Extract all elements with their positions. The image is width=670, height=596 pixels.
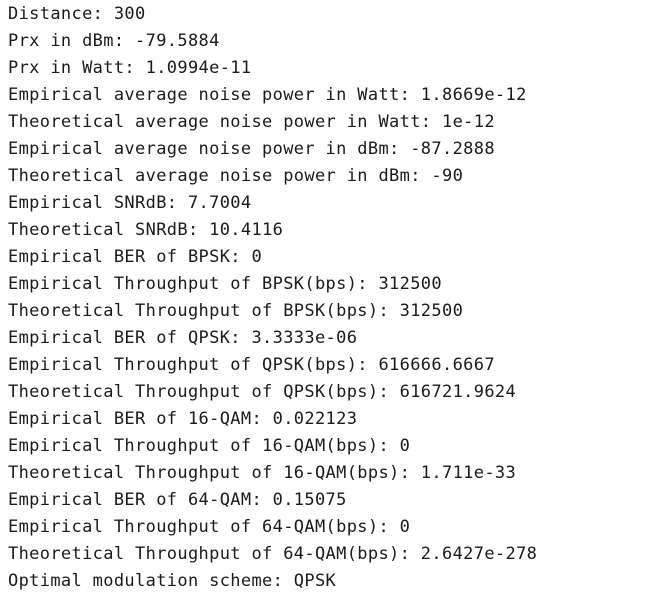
output-line-empirical-noise-dbm: Empirical average noise power in dBm: -8…	[8, 139, 495, 159]
output-line-empirical-throughput-qpsk: Empirical Throughput of QPSK(bps): 61666…	[8, 355, 495, 375]
output-line-theoretical-throughput-64qam: Theoretical Throughput of 64-QAM(bps): 2…	[8, 544, 538, 564]
output-line-theoretical-noise-dbm: Theoretical average noise power in dBm: …	[8, 166, 464, 186]
output-line-empirical-throughput-64qam: Empirical Throughput of 64-QAM(bps): 0	[8, 517, 411, 537]
output-line-prx-watt: Prx in Watt: 1.0994e-11	[8, 58, 252, 78]
output-line-ber-qpsk: Empirical BER of QPSK: 3.3333e-06	[8, 328, 358, 348]
output-line-ber-bpsk: Empirical BER of BPSK: 0	[8, 247, 263, 267]
output-line-empirical-snrdb: Empirical SNRdB: 7.7004	[8, 193, 252, 213]
output-line-ber-16qam: Empirical BER of 16-QAM: 0.022123	[8, 409, 358, 429]
output-line-empirical-throughput-16qam: Empirical Throughput of 16-QAM(bps): 0	[8, 436, 411, 456]
output-line-distance: Distance: 300	[8, 4, 146, 24]
output-line-theoretical-throughput-bpsk: Theoretical Throughput of BPSK(bps): 312…	[8, 301, 464, 321]
output-line-ber-64qam: Empirical BER of 64-QAM: 0.15075	[8, 490, 347, 510]
output-line-optimal-scheme: Optimal modulation scheme: QPSK	[8, 571, 337, 591]
output-line-empirical-noise-watt: Empirical average noise power in Watt: 1…	[8, 85, 527, 105]
output-line-empirical-throughput-bpsk: Empirical Throughput of BPSK(bps): 31250…	[8, 274, 442, 294]
output-line-prx-dbm: Prx in dBm: -79.5884	[8, 31, 220, 51]
output-line-theoretical-throughput-qpsk: Theoretical Throughput of QPSK(bps): 616…	[8, 382, 517, 402]
output-line-theoretical-noise-watt: Theoretical average noise power in Watt:…	[8, 112, 495, 132]
output-line-theoretical-snrdb: Theoretical SNRdB: 10.4116	[8, 220, 284, 240]
output-line-theoretical-throughput-16qam: Theoretical Throughput of 16-QAM(bps): 1…	[8, 463, 517, 483]
